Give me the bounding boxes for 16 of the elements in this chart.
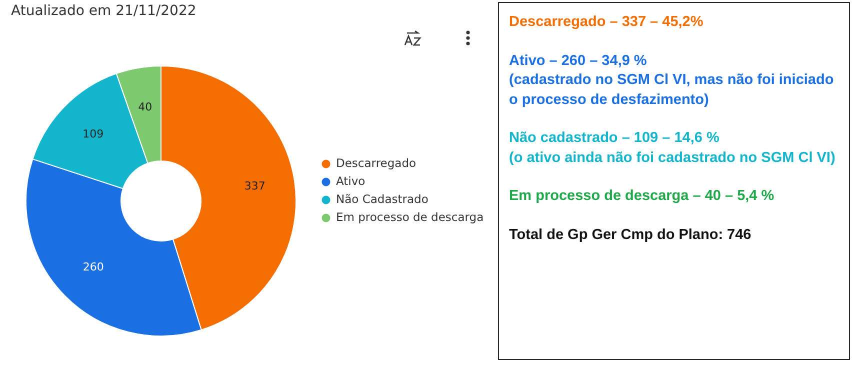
text: Em processo de descarga – 40 – 5,4 % xyxy=(509,187,776,206)
text: Descarregado – 337 – 45,2% xyxy=(509,13,704,32)
legend-label: Em processo de descarga xyxy=(336,210,484,224)
text: (cadastrado no SGM Cl VI, mas não foi iniciado o processo de desfazimento) xyxy=(509,71,835,110)
text: (o ativo ainda não foi cadastrado no SGM Cl VI) xyxy=(509,148,836,168)
text: Ativo – 260 – 34,9 % xyxy=(509,52,648,71)
data-label: 337 xyxy=(244,180,266,193)
legend-label: Descarregado xyxy=(336,156,416,170)
legend-label: Ativo xyxy=(336,174,366,188)
data-label: 40 xyxy=(138,100,152,114)
data-label: 109 xyxy=(82,128,104,141)
text: Não cadastrado – 109 – 14,6 % xyxy=(509,129,720,148)
chart-title: Atualizado em 21/11/2022 xyxy=(11,3,196,19)
data-label: 260 xyxy=(82,260,104,274)
text: Total de Gp Ger Cmp do Plano: 746 xyxy=(509,226,752,245)
legend-label: Não Cadastrado xyxy=(336,192,428,206)
